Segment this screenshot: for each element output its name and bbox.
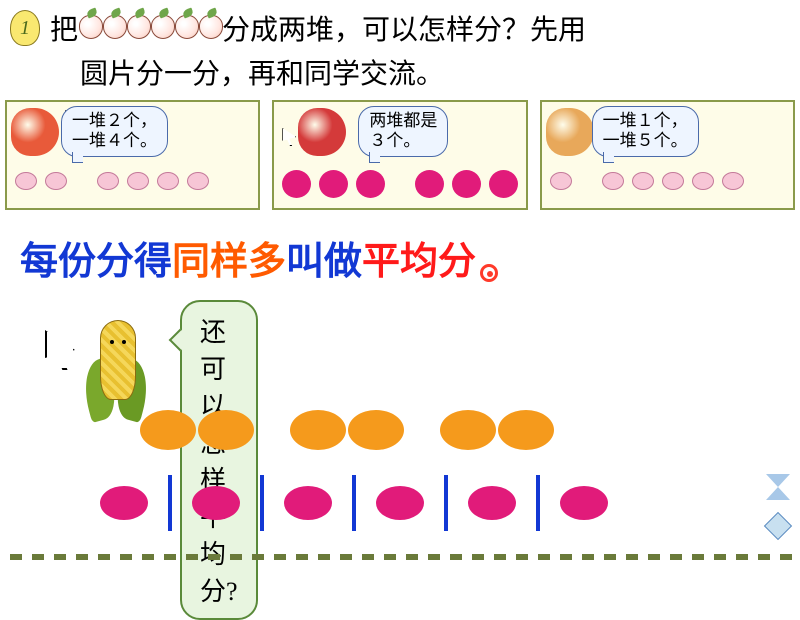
counter-dot [187, 172, 209, 190]
main-definition: 每份分得同样多叫做平均分 [20, 230, 498, 285]
cursor-icon [282, 128, 296, 146]
speech-bubble: 一堆１个，一堆５个。 [592, 106, 699, 157]
counter-dot [489, 170, 518, 198]
pink-oval [100, 486, 148, 520]
divider-bar [536, 475, 540, 531]
pink-oval [376, 486, 424, 520]
speech-bubble: 两堆都是３个。 [358, 106, 448, 157]
footer-decoration [0, 554, 800, 560]
counter-dot [15, 172, 37, 190]
peach-icon [77, 9, 103, 39]
slide-nav-icons [766, 474, 790, 540]
dot-row [274, 170, 525, 198]
definition-part-4: 平均分 [362, 241, 476, 283]
counter-dot [97, 172, 119, 190]
question-line-1: 把 分成两堆，可以怎样分？先用 [50, 8, 790, 48]
question-pre-text: 把 [50, 8, 78, 48]
definition-part-1: 每份分得 [20, 241, 172, 283]
counter-dot [662, 172, 684, 190]
character-icon [298, 108, 346, 156]
peach-icon [173, 9, 199, 39]
example-panel: 一堆２个，一堆４个。 [5, 100, 260, 210]
definition-part-2: 同样多 [172, 241, 286, 283]
orange-oval [140, 410, 196, 450]
orange-pair [440, 410, 554, 450]
orange-oval [498, 410, 554, 450]
orange-oval [198, 410, 254, 450]
orange-oval [348, 410, 404, 450]
question-number-badge: 1 [10, 10, 40, 46]
counter-dot [632, 172, 654, 190]
bubble-line-1: 一堆１个， [603, 111, 688, 131]
divider-bar [260, 475, 264, 531]
counter-dot [550, 172, 572, 190]
pink-oval [560, 486, 608, 520]
counter-dot [157, 172, 179, 190]
counter-dot [602, 172, 624, 190]
pink-oval-divided [100, 475, 608, 531]
orange-oval [440, 410, 496, 450]
divider-bar [168, 475, 172, 531]
bubble-line-2: 一堆５个。 [603, 131, 688, 151]
counter-dot [356, 170, 385, 198]
peach-icon [149, 9, 175, 39]
divider-bar [444, 475, 448, 531]
definition-part-3: 叫做 [286, 241, 362, 283]
peach-group [78, 9, 222, 47]
counter-dot [415, 170, 444, 198]
question-line-2: 圆片分一分，再和同学交流。 [80, 52, 444, 92]
pink-oval [284, 486, 332, 520]
counter-dot [127, 172, 149, 190]
peach-icon [125, 9, 151, 39]
peach-icon [101, 9, 127, 39]
bubble-line-1: 两堆都是 [369, 111, 437, 131]
example-panels: 一堆２个，一堆４个。 两堆都是３个。 一堆１个，一堆５个。 [5, 100, 795, 210]
orange-oval [290, 410, 346, 450]
example-panel: 两堆都是３个。 [272, 100, 527, 210]
corn-speech-bubble: 还可以怎样平均分? [180, 300, 258, 620]
character-icon [11, 108, 59, 156]
peach-icon [197, 9, 223, 39]
dot-row [542, 172, 793, 190]
bubble-line-2: 一堆４个。 [72, 131, 157, 151]
counter-dot [692, 172, 714, 190]
speech-bubble: 一堆２个，一堆４个。 [61, 106, 168, 157]
bubble-line-2: ３个。 [369, 131, 437, 151]
hourglass-icon[interactable] [766, 474, 790, 502]
character-icon [546, 108, 594, 156]
pink-oval [192, 486, 240, 520]
example-panel: 一堆１个，一堆５个。 [540, 100, 795, 210]
dot-row [7, 172, 258, 190]
orange-pair [290, 410, 404, 450]
divider-bar [352, 475, 356, 531]
diamond-icon[interactable] [764, 512, 792, 540]
counter-dot [319, 170, 348, 198]
pink-oval [468, 486, 516, 520]
orange-pair [140, 410, 254, 450]
bubble-line-1: 一堆２个， [72, 111, 157, 131]
counter-dot [45, 172, 67, 190]
counter-dot [282, 170, 311, 198]
question-number: 1 [20, 17, 30, 40]
counter-dot [452, 170, 481, 198]
counter-dot [722, 172, 744, 190]
period-icon [480, 264, 498, 282]
orange-oval-groups [140, 410, 554, 450]
question-post-text: 分成两堆，可以怎样分？先用 [222, 8, 586, 48]
